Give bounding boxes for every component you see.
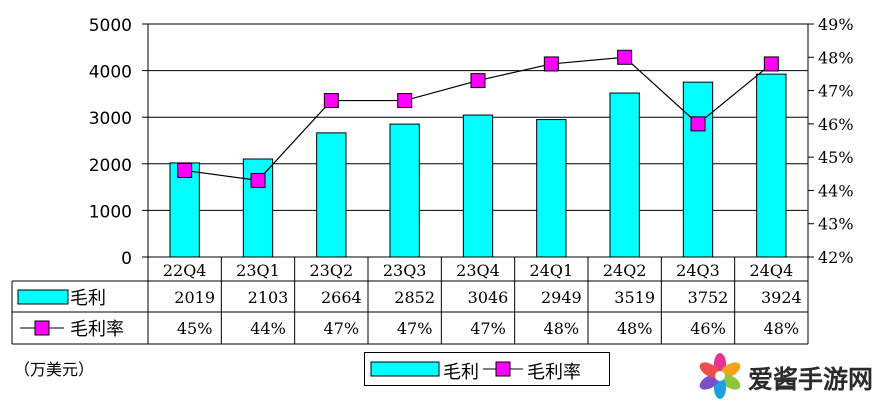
line-marker	[397, 93, 413, 109]
table-cell: 46%	[690, 319, 726, 338]
right-tick-label: 43%	[818, 215, 854, 234]
left-tick-label: 0	[121, 249, 132, 269]
right-tick-label: 42%	[818, 248, 854, 267]
table-cell: 3519	[614, 288, 655, 307]
right-tick-label: 47%	[818, 82, 854, 101]
right-tick-label: 45%	[818, 148, 854, 167]
left-tick-label: 3000	[89, 109, 132, 129]
category-label: 23Q1	[236, 261, 280, 280]
line-marker	[617, 49, 633, 65]
table-cell: 48%	[764, 319, 800, 338]
row-swatch-bar	[17, 289, 69, 305]
bar	[389, 123, 420, 258]
right-tick-label: 44%	[818, 181, 854, 200]
line-marker	[470, 73, 486, 89]
category-label: 23Q3	[383, 261, 427, 280]
category-label: 24Q1	[530, 261, 574, 280]
table-cell: 2103	[248, 288, 289, 307]
table-cell: 47%	[397, 319, 433, 338]
category-label: 24Q4	[750, 261, 794, 280]
table-cell: 47%	[470, 319, 506, 338]
table-cell: 3046	[468, 288, 509, 307]
line-marker	[543, 56, 559, 72]
bar	[462, 114, 494, 258]
table-cell: 2949	[541, 288, 582, 307]
bar	[756, 73, 787, 258]
line-marker	[323, 93, 339, 109]
table-cell: 3924	[761, 288, 802, 307]
legend-swatch-bar	[370, 361, 440, 377]
bar	[316, 132, 347, 258]
table-cell: 2019	[174, 288, 215, 307]
watermark: 爱酱手游网	[696, 352, 886, 400]
unit-note: （万美元）	[14, 360, 95, 379]
table-cell: 44%	[250, 319, 286, 338]
bar	[682, 81, 714, 258]
table-cell: 3752	[688, 288, 729, 307]
legend: 毛利 毛利率	[364, 352, 610, 386]
right-tick-label: 48%	[818, 48, 854, 67]
table-cell: 2852	[394, 288, 435, 307]
line-marker	[763, 56, 779, 72]
row-swatch-marker	[34, 320, 50, 336]
left-tick-label: 5000	[89, 16, 132, 36]
right-tick-label: 49%	[818, 15, 854, 34]
table-cell: 2664	[321, 288, 362, 307]
table-cell: 48%	[544, 319, 580, 338]
flower-logo-icon	[699, 353, 741, 399]
bar	[609, 92, 640, 258]
category-label: 22Q4	[163, 261, 207, 280]
left-tick-label: 4000	[89, 63, 132, 83]
line-marker	[250, 172, 266, 188]
category-label: 23Q2	[310, 261, 354, 280]
bar	[536, 119, 567, 258]
line-marker	[690, 116, 706, 132]
data-table: 22Q4 23Q1 23Q2 23Q3 23Q4 24Q1 24Q2 24Q3 24Q4 毛利 20…	[11, 257, 809, 345]
line-marker	[177, 162, 193, 178]
table-cell: 45%	[177, 319, 213, 338]
row-label: 毛利	[70, 288, 106, 309]
watermark-text: 爱酱手游网	[748, 365, 874, 394]
category-label: 24Q2	[603, 261, 647, 280]
left-tick-label: 1000	[89, 202, 132, 222]
left-tick-label: 2000	[89, 156, 132, 176]
table-cell: 48%	[617, 319, 653, 338]
plot-area: 0 1000 2000 3000 4000 5000 42% 43% 44% 45% 46% 47% 4…	[89, 15, 854, 269]
right-tick-label: 46%	[818, 115, 854, 134]
legend-label-line: 毛利率	[527, 362, 581, 383]
category-label: 23Q4	[456, 261, 500, 280]
legend-label-bar: 毛利	[443, 362, 479, 383]
bar	[169, 162, 200, 258]
row-label: 毛利率	[70, 319, 124, 340]
table-cell: 47%	[324, 319, 360, 338]
legend-marker-swatch	[495, 361, 511, 377]
category-label: 24Q3	[676, 261, 720, 280]
